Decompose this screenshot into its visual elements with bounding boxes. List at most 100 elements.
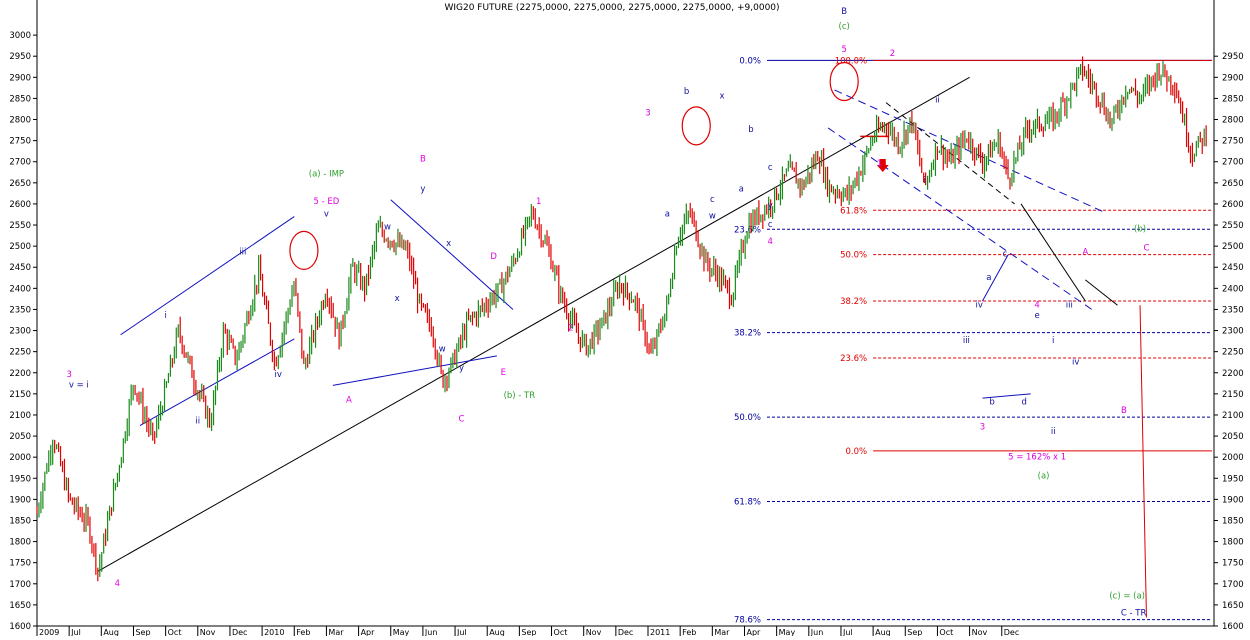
wave-label: iii [239,248,246,258]
right-tick-label: 2950 [1222,52,1244,62]
right-tick-label: 2050 [1222,432,1244,442]
time-tick-label: Dec [1004,628,1019,636]
wave-label: A [346,395,352,405]
right-tick-label: 2450 [1222,263,1244,273]
time-tick-label: Jun [810,628,824,636]
left-tick-label: 2000 [9,453,31,463]
wave-label: c [710,195,715,205]
right-tick-label: 2400 [1222,284,1244,294]
time-tick-label: Feb [682,628,696,636]
right-tick-label: 2500 [1222,242,1244,252]
fib-level-label: 23.6% [734,225,761,235]
wave-label: 3 [645,108,650,118]
fib-level-label: 100.0% [835,56,867,66]
right-tick-label: 2000 [1222,453,1244,463]
wave-label: a [665,210,670,220]
wave-label: c [1003,250,1008,260]
wave-label: w [709,212,716,222]
price-bars [36,56,1207,582]
wave-label: (a) - IMP [309,169,344,179]
wave-label: D [490,252,497,262]
left-tick-label: 2150 [9,390,31,400]
left-tick-label: 2800 [9,116,31,126]
wave-label: B [841,7,847,17]
wave-label: x [719,91,724,101]
wave-label: 5 = 162% x 1 [1008,452,1066,462]
wave-label: x [395,294,400,304]
time-tick-label: Nov [972,628,988,636]
time-tick-label: Dec [232,628,247,636]
wave-label: iii [963,336,970,346]
wave-label: y [459,364,464,374]
wave-label: y [420,184,425,194]
time-tick-label: Nov [200,628,216,636]
left-tick-label: 2600 [9,200,31,210]
fib-level-label: 38.2% [840,297,867,307]
wave-label: b [989,397,994,407]
time-tick-label: Nov [586,628,602,636]
left-tick-label: 2300 [9,327,31,337]
wave-label: 1 [536,197,541,207]
right-tick-label: 1800 [1222,538,1244,548]
trendlines [97,76,1147,618]
fib-level-label: 23.6% [840,354,867,364]
wave-label: i [1052,336,1054,346]
fibonacci-levels: 0.0% 23.6% 38.2% 50.0% 61.8% 78.6% 100.0% 61.8%… [734,56,1212,626]
wave-label: (b) [1134,224,1146,234]
wave-label: y [768,201,773,211]
time-tick-label: Jul [456,628,467,636]
right-tick-label: 2750 [1222,137,1244,147]
right-tick-label: 1900 [1222,495,1244,505]
wave-label: B [420,155,426,165]
wave-label: 1 [877,159,882,169]
trendline [1020,203,1086,302]
time-tick-label: Sep [521,628,536,636]
trendline [982,393,1031,399]
left-tick-label: 2400 [9,284,31,294]
left-tick-label: 2750 [9,137,31,147]
trendline [827,127,1093,310]
right-tick-label: 2700 [1222,158,1244,168]
left-tick-label: 2200 [9,369,31,379]
right-tick-label: 2350 [1222,305,1244,315]
time-axis: 2009 Jul Aug Sep Oct Nov Dec 2010 Feb Mar Apr May Ju… [36,626,1019,637]
left-tick-label: 1850 [9,516,31,526]
right-price-axis: 1600 1650 1700 1750 1800 1850 1900 1950 2000 2050… [1214,52,1244,632]
time-tick-label: Aug [875,628,891,636]
trendline [97,76,970,572]
wave-label: 4 [768,237,773,247]
left-tick-label: 2850 [9,94,31,104]
left-tick-label: 1950 [9,474,31,484]
wave-label: 5 - ED [314,197,340,207]
left-tick-label: 2650 [9,179,31,189]
wave-label: a [986,273,991,283]
wave-label: ii [935,96,940,106]
time-tick-label: 2010 [264,628,284,636]
right-tick-label: 2900 [1222,73,1244,83]
wave-label: (c) = (a) [1109,592,1145,602]
time-tick-label: Feb [296,628,310,636]
time-tick-label: 2009 [39,628,59,636]
wave-label: a [739,184,744,194]
right-tick-label: 2800 [1222,116,1244,126]
wave-label: 4 [1034,300,1039,310]
left-tick-label: 2900 [9,73,31,83]
highlight-circle [829,61,859,102]
left-tick-label: 1800 [9,538,31,548]
right-tick-label: 1650 [1222,601,1244,611]
left-tick-label: 1700 [9,580,31,590]
wave-label: iv [976,300,983,310]
right-tick-label: 2200 [1222,369,1244,379]
time-tick-label: Jul [842,628,853,636]
time-tick-label: Dec [618,628,633,636]
right-tick-label: 2100 [1222,411,1244,421]
right-tick-label: 2650 [1222,179,1244,189]
left-tick-label: 1750 [9,559,31,569]
right-tick-label: 1850 [1222,516,1244,526]
fib-level-label: 38.2% [734,329,761,339]
right-tick-label: 1600 [1222,622,1244,632]
wave-label: 2 [568,324,573,334]
time-tick-label: Sep [135,628,150,636]
